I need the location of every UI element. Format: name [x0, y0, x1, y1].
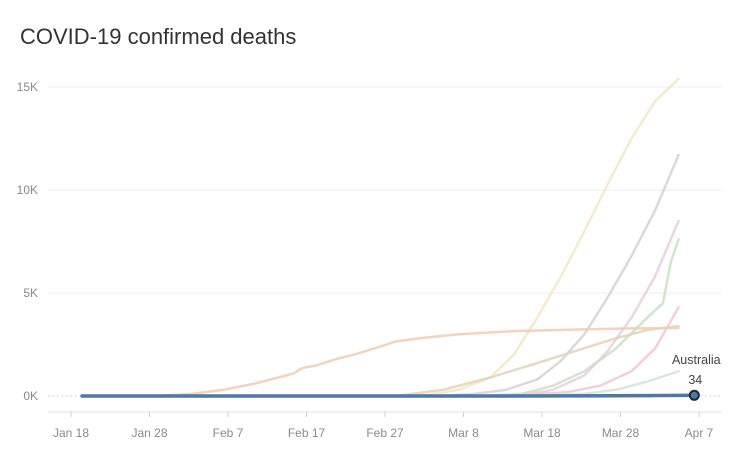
y-tick-label: 0K [23, 389, 38, 403]
x-tick-label: Feb 17 [288, 426, 326, 440]
series-line-background-f [394, 324, 680, 398]
x-tick-label: Apr 7 [685, 426, 714, 440]
highlight-country-label: Australia [672, 353, 721, 367]
chart-title: COVID-19 confirmed deaths [20, 24, 297, 49]
series-line-australia [80, 393, 697, 398]
y-tick-label: 5K [23, 286, 38, 300]
series-line-background-d [473, 238, 680, 398]
x-tick-label: Mar 28 [602, 426, 640, 440]
highlight-value-label: 34 [688, 373, 702, 387]
x-tick-label: Feb 7 [213, 426, 244, 440]
highlight-endpoint-marker [688, 389, 700, 401]
x-tick-label: Feb 27 [366, 426, 404, 440]
x-tick-label: Mar 18 [523, 426, 561, 440]
y-tick-label: 10K [17, 183, 38, 197]
series-line-background-a [394, 77, 680, 398]
x-tick-label: Jan 18 [53, 426, 89, 440]
series-line-background-b [434, 153, 680, 398]
y-tick-label: 15K [17, 80, 38, 94]
series-line-background-e [120, 326, 680, 398]
series-line-background-g [512, 306, 680, 398]
x-tick-label: Jan 28 [131, 426, 167, 440]
x-tick-label: Mar 8 [448, 426, 479, 440]
